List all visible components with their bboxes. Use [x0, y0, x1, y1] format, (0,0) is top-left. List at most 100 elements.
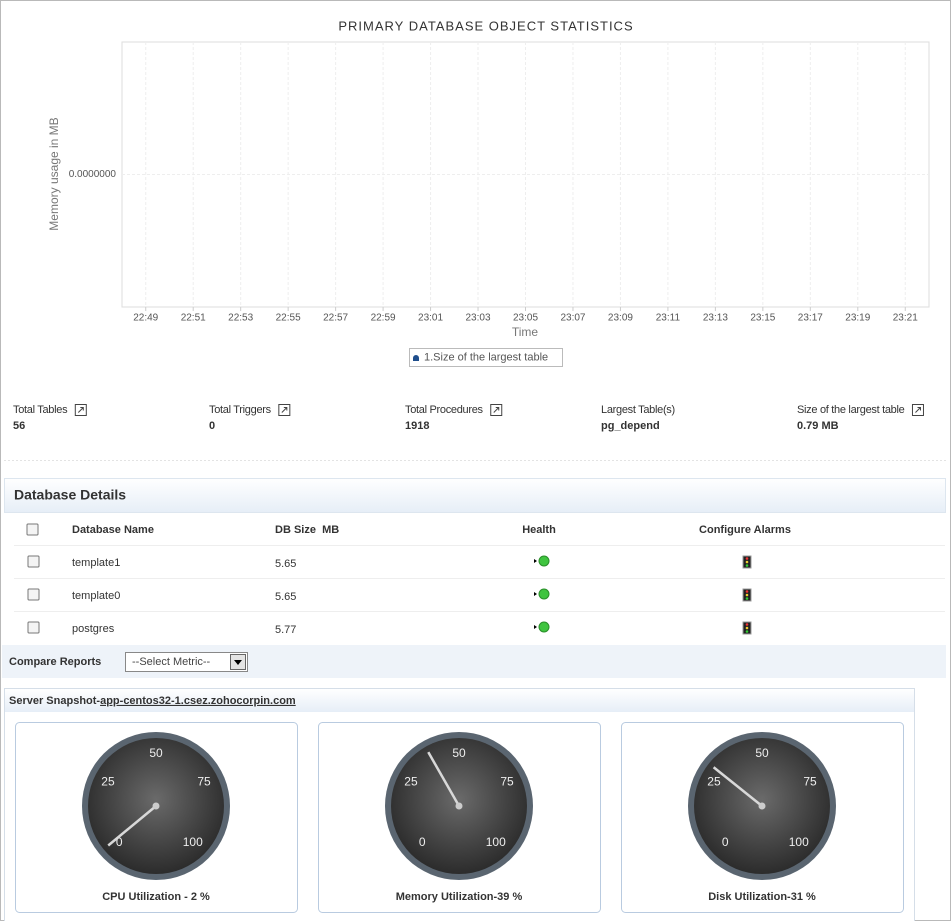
x-tick-label: 23:11 — [656, 313, 681, 324]
gauge-tick-label: 0 — [722, 835, 729, 849]
x-tick-label: 22:55 — [276, 313, 301, 324]
stat-label: Total Procedures — [405, 404, 484, 416]
compare-label: Compare Reports — [9, 656, 101, 668]
gauge-caption: CPU Utilization - 2 % — [102, 891, 210, 903]
x-tick-label: 23:19 — [845, 313, 870, 324]
gauge-caption: Memory Utilization-39 % — [396, 891, 523, 903]
gauge-needle — [712, 766, 763, 807]
health-icon[interactable] — [538, 555, 550, 567]
metric-select-text: --Select Metric-- — [132, 656, 211, 668]
snapshot-label: Server Snapshot- — [9, 695, 100, 707]
gauge-tick-label: 75 — [197, 774, 211, 788]
health-icon[interactable] — [538, 621, 550, 633]
x-tick-label: 23:01 — [418, 313, 443, 324]
stat-label: Size of the largest table — [797, 404, 905, 416]
stat-label: Largest Table(s) — [601, 404, 675, 416]
cell: 5.65 — [275, 558, 296, 570]
stat-value: 56 — [13, 420, 25, 432]
legend-box — [409, 348, 563, 367]
x-tick-label: 23:13 — [703, 313, 728, 324]
gauge-tick-label: 75 — [500, 774, 514, 788]
alarm-light — [745, 623, 749, 626]
stat-value: pg_depend — [601, 420, 660, 432]
select-arrow — [234, 660, 242, 665]
y-tick-label: 0.0000000 — [69, 169, 117, 180]
cell: template0 — [72, 590, 120, 602]
stat-label: Total Tables — [13, 404, 68, 416]
gauge-tick-label: 25 — [404, 774, 418, 788]
cell: 5.77 — [275, 624, 296, 636]
alarm-light — [745, 564, 749, 567]
metric-select[interactable] — [125, 652, 248, 672]
gauge-hub — [455, 802, 463, 810]
chart-title: PRIMARY DATABASE OBJECT STATISTICS — [338, 18, 633, 33]
gauge-needle — [107, 805, 157, 847]
x-axis-label: Time — [512, 325, 539, 339]
x-tick-label: 23:09 — [608, 313, 633, 324]
x-tick-label: 22:53 — [228, 313, 253, 324]
section-title: Database Details — [14, 487, 126, 503]
stat-label: Total Triggers — [209, 404, 272, 416]
alarm-light — [745, 560, 749, 564]
health-icon[interactable] — [538, 588, 550, 600]
x-tick-label: 23:17 — [798, 313, 823, 324]
x-tick-label: 23:05 — [513, 313, 538, 324]
checkbox[interactable] — [27, 621, 40, 634]
stat-value: 0 — [209, 420, 215, 432]
cell: 5.65 — [275, 591, 296, 603]
x-tick-label: 23:03 — [466, 313, 491, 324]
x-tick-label: 22:59 — [371, 313, 396, 324]
snapshot-header — [5, 689, 914, 712]
y-axis-label: Memory usage in MB — [47, 117, 61, 230]
alarm-light — [745, 557, 749, 560]
alarm-light — [745, 590, 749, 593]
column-header: Health — [522, 524, 556, 536]
snapshot-host[interactable]: app-centos32-1.csez.zohocorpin.com — [100, 695, 296, 707]
gauge-tick-label: 25 — [707, 774, 721, 788]
alarm-light — [745, 630, 749, 633]
column-header: Database Name — [72, 524, 154, 536]
alarm-light — [745, 597, 749, 600]
legend-swatch — [413, 355, 419, 361]
gauge-tick-label: 100 — [183, 835, 203, 849]
gauge-tick-label: 75 — [803, 774, 817, 788]
cell: template1 — [72, 557, 120, 569]
drilldown-arrow — [493, 407, 500, 413]
stat-value: 0.79 MB — [797, 420, 839, 432]
x-tick-label: 23:15 — [750, 313, 775, 324]
gauge-tick-label: 25 — [101, 774, 115, 788]
gauge-hub — [758, 802, 766, 810]
cell: postgres — [72, 623, 115, 635]
alarm-light — [745, 593, 749, 597]
section-header — [4, 478, 946, 513]
gauge-tick-label: 50 — [755, 746, 769, 760]
health-arrow — [534, 559, 537, 563]
gauge-caption: Disk Utilization-31 % — [708, 891, 816, 903]
drilldown-arrow — [77, 407, 84, 413]
column-header: DB Size MB — [275, 524, 339, 536]
alarm-light — [745, 626, 749, 630]
checkbox[interactable] — [26, 523, 39, 536]
x-tick-label: 22:57 — [323, 313, 348, 324]
gauge-tick-label: 100 — [486, 835, 506, 849]
x-tick-label: 23:21 — [893, 313, 918, 324]
legend-label: 1.Size of the largest table — [424, 351, 548, 363]
gauge-tick-label: 50 — [452, 746, 466, 760]
gauge-hub — [152, 802, 160, 810]
health-arrow — [534, 625, 537, 629]
x-tick-label: 22:49 — [133, 313, 158, 324]
x-tick-label: 23:07 — [560, 313, 585, 324]
column-header: Configure Alarms — [699, 524, 791, 536]
gauge-tick-label: 100 — [789, 835, 809, 849]
gauge-tick-label: 50 — [149, 746, 163, 760]
gauge-tick-label: 0 — [116, 835, 123, 849]
drilldown-arrow — [915, 407, 921, 413]
checkbox[interactable] — [27, 588, 40, 601]
health-arrow — [534, 592, 537, 596]
gauge-needle — [427, 751, 461, 807]
x-tick-label: 22:51 — [181, 313, 206, 324]
checkbox[interactable] — [27, 555, 40, 568]
drilldown-arrow — [281, 407, 288, 413]
stat-value: 1918 — [405, 420, 429, 432]
